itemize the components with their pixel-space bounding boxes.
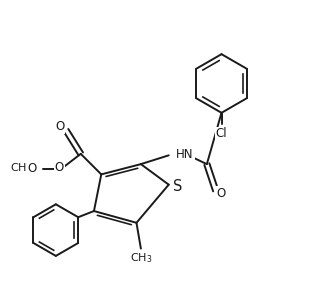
Text: S: S (173, 178, 182, 194)
Text: CH$_3$: CH$_3$ (130, 252, 152, 265)
Text: O: O (55, 161, 64, 174)
Text: Cl: Cl (216, 128, 227, 141)
Text: O: O (216, 187, 225, 200)
Text: CH$_3$: CH$_3$ (10, 162, 33, 176)
Text: O: O (55, 120, 64, 133)
Text: HN: HN (176, 148, 193, 161)
Text: O: O (28, 162, 37, 175)
